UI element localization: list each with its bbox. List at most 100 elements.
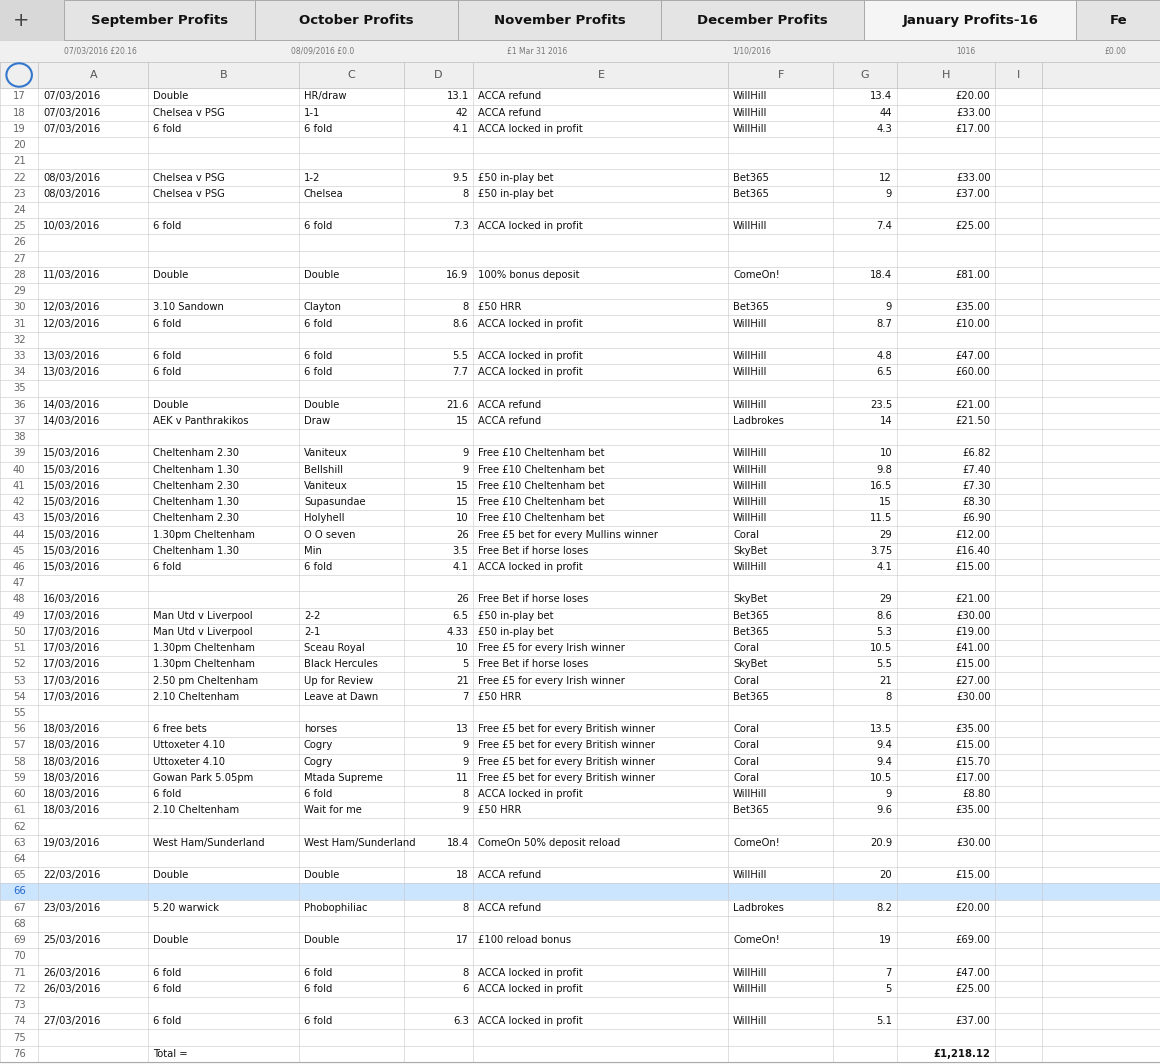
- Text: Man Utd v Liverpool: Man Utd v Liverpool: [153, 611, 253, 620]
- Text: 15/03/2016: 15/03/2016: [43, 448, 100, 459]
- Text: West Ham/Sunderland: West Ham/Sunderland: [304, 837, 415, 848]
- Text: Chelsea v PSG: Chelsea v PSG: [153, 188, 225, 199]
- Text: Up for Review: Up for Review: [304, 676, 374, 685]
- Bar: [0, 137, 1160, 153]
- Text: £15.00: £15.00: [956, 660, 991, 669]
- Text: 4.3: 4.3: [876, 123, 892, 134]
- Text: 44: 44: [13, 530, 26, 539]
- Text: WillHill: WillHill: [733, 351, 768, 361]
- Text: 07/03/2016: 07/03/2016: [43, 123, 100, 134]
- Text: £10.00: £10.00: [956, 318, 991, 329]
- Bar: [0, 624, 1160, 641]
- Text: £100 reload bonus: £100 reload bonus: [478, 935, 571, 945]
- Bar: [0, 802, 1160, 818]
- Text: £37.00: £37.00: [956, 188, 991, 199]
- Bar: [0, 332, 1160, 348]
- Text: £69.00: £69.00: [956, 935, 991, 945]
- Text: 15: 15: [456, 497, 469, 508]
- Text: £0.00: £0.00: [1105, 47, 1126, 55]
- Text: 46: 46: [13, 562, 26, 572]
- Bar: [0, 283, 1160, 299]
- Text: 15/03/2016: 15/03/2016: [43, 465, 100, 475]
- Text: 44: 44: [879, 107, 892, 118]
- Text: 6.3: 6.3: [452, 1016, 469, 1027]
- Text: Coral: Coral: [733, 725, 759, 734]
- Text: 58: 58: [13, 757, 26, 767]
- Bar: [0, 656, 1160, 672]
- Text: 17/03/2016: 17/03/2016: [43, 660, 100, 669]
- Text: £1 Mar 31 2016: £1 Mar 31 2016: [507, 47, 567, 55]
- Bar: [864, 0, 1076, 40]
- Text: 9: 9: [463, 465, 469, 475]
- Text: 12/03/2016: 12/03/2016: [43, 318, 100, 329]
- Text: 15/03/2016: 15/03/2016: [43, 481, 100, 491]
- Text: 4.8: 4.8: [876, 351, 892, 361]
- Text: Coral: Coral: [733, 643, 759, 653]
- Text: 29: 29: [879, 530, 892, 539]
- Text: Free Bet if horse loses: Free Bet if horse loses: [478, 546, 588, 555]
- Text: 6 fold: 6 fold: [304, 123, 332, 134]
- Text: £21.00: £21.00: [956, 400, 991, 410]
- Text: £1,218.12: £1,218.12: [934, 1049, 991, 1059]
- Text: 8: 8: [463, 967, 469, 978]
- Text: 15/03/2016: 15/03/2016: [43, 497, 100, 508]
- Bar: [64, 0, 255, 40]
- Text: 19: 19: [879, 935, 892, 945]
- Text: 6 fold: 6 fold: [304, 967, 332, 978]
- Text: 25: 25: [13, 221, 26, 231]
- Text: WillHill: WillHill: [733, 318, 768, 329]
- Text: West Ham/Sunderland: West Ham/Sunderland: [153, 837, 264, 848]
- Text: £30.00: £30.00: [956, 692, 991, 702]
- Text: 14: 14: [879, 416, 892, 426]
- Bar: [0, 381, 1160, 397]
- Text: 63: 63: [13, 837, 26, 848]
- Text: WillHill: WillHill: [733, 465, 768, 475]
- Text: ACCA locked in profit: ACCA locked in profit: [478, 984, 582, 994]
- Text: 5: 5: [886, 984, 892, 994]
- Text: £15.00: £15.00: [956, 562, 991, 572]
- Text: 15: 15: [456, 481, 469, 491]
- Text: 3.10 Sandown: 3.10 Sandown: [153, 302, 224, 313]
- Text: 21: 21: [13, 156, 26, 166]
- Bar: [0, 737, 1160, 753]
- Text: 34: 34: [13, 367, 26, 378]
- Text: Free £5 for every Irish winner: Free £5 for every Irish winner: [478, 643, 625, 653]
- Text: September Profits: September Profits: [90, 14, 229, 27]
- Text: WillHill: WillHill: [733, 1016, 768, 1027]
- Text: 8.6: 8.6: [876, 611, 892, 620]
- Text: I: I: [1017, 70, 1020, 80]
- Text: 9: 9: [886, 188, 892, 199]
- Text: 3.5: 3.5: [452, 546, 469, 555]
- Text: 2.10 Cheltenham: 2.10 Cheltenham: [153, 805, 239, 815]
- Text: 15/03/2016: 15/03/2016: [43, 530, 100, 539]
- Text: WillHill: WillHill: [733, 107, 768, 118]
- Bar: [0, 1046, 1160, 1062]
- Text: 49: 49: [13, 611, 26, 620]
- Text: A: A: [89, 70, 97, 80]
- Text: Ladbrokes: Ladbrokes: [733, 902, 784, 913]
- Text: 23/03/2016: 23/03/2016: [43, 902, 100, 913]
- Bar: [0, 202, 1160, 218]
- Text: ACCA locked in profit: ACCA locked in profit: [478, 789, 582, 799]
- Text: 68: 68: [13, 919, 26, 929]
- Bar: [0, 299, 1160, 316]
- Bar: [0, 932, 1160, 948]
- Text: 1.30pm Cheltenham: 1.30pm Cheltenham: [153, 643, 255, 653]
- Text: Bet365: Bet365: [733, 302, 769, 313]
- Text: WillHill: WillHill: [733, 967, 768, 978]
- Bar: [0, 965, 1160, 981]
- Text: £33.00: £33.00: [956, 172, 991, 183]
- Bar: [0, 705, 1160, 721]
- Text: Double: Double: [153, 935, 188, 945]
- Text: 61: 61: [13, 805, 26, 815]
- Bar: [0, 867, 1160, 883]
- Text: SkyBet: SkyBet: [733, 546, 768, 555]
- Text: Total =: Total =: [153, 1049, 188, 1059]
- Text: 1016: 1016: [957, 47, 976, 55]
- Bar: [0, 121, 1160, 137]
- Bar: [0, 104, 1160, 121]
- Text: £50 in-play bet: £50 in-play bet: [478, 627, 553, 637]
- Text: 9: 9: [886, 789, 892, 799]
- Text: 7.3: 7.3: [452, 221, 469, 231]
- Text: 71: 71: [13, 967, 26, 978]
